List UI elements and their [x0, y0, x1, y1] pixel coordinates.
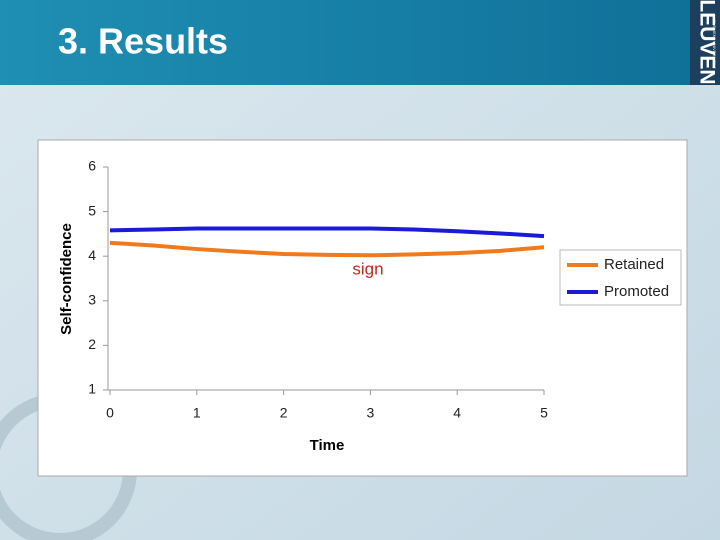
x-tick-label: 0 — [106, 405, 114, 421]
y-tick-label: 1 — [88, 381, 96, 397]
x-axis-label: Time — [310, 437, 345, 454]
x-tick-label: 1 — [193, 405, 201, 421]
header-band — [0, 0, 720, 85]
legend-label: Promoted — [604, 283, 669, 300]
y-tick-label: 3 — [88, 292, 96, 308]
logo-small-text: KATHOLIEKE UNIVERSITEIT — [712, 15, 717, 69]
logo-box — [690, 0, 720, 85]
x-tick-label: 4 — [453, 405, 461, 421]
y-tick-label: 2 — [88, 336, 96, 352]
y-tick-label: 4 — [88, 247, 96, 263]
legend-box — [559, 249, 682, 306]
x-tick-label: 2 — [280, 405, 288, 421]
series-line — [109, 240, 545, 258]
slide-title: 3. Results — [58, 21, 228, 62]
y-tick-label: 5 — [88, 202, 96, 218]
annotation: sign — [352, 259, 383, 278]
x-tick-label: 5 — [540, 405, 548, 421]
legend-label: Retained — [604, 256, 664, 273]
x-tick-label: 3 — [367, 405, 375, 421]
y-axis-label: Self-confidence — [58, 223, 75, 335]
y-tick-label: 6 — [88, 158, 96, 174]
series-line — [109, 226, 545, 239]
chart-panel — [37, 139, 688, 477]
logo-text: LEUVEN — [695, 0, 718, 85]
